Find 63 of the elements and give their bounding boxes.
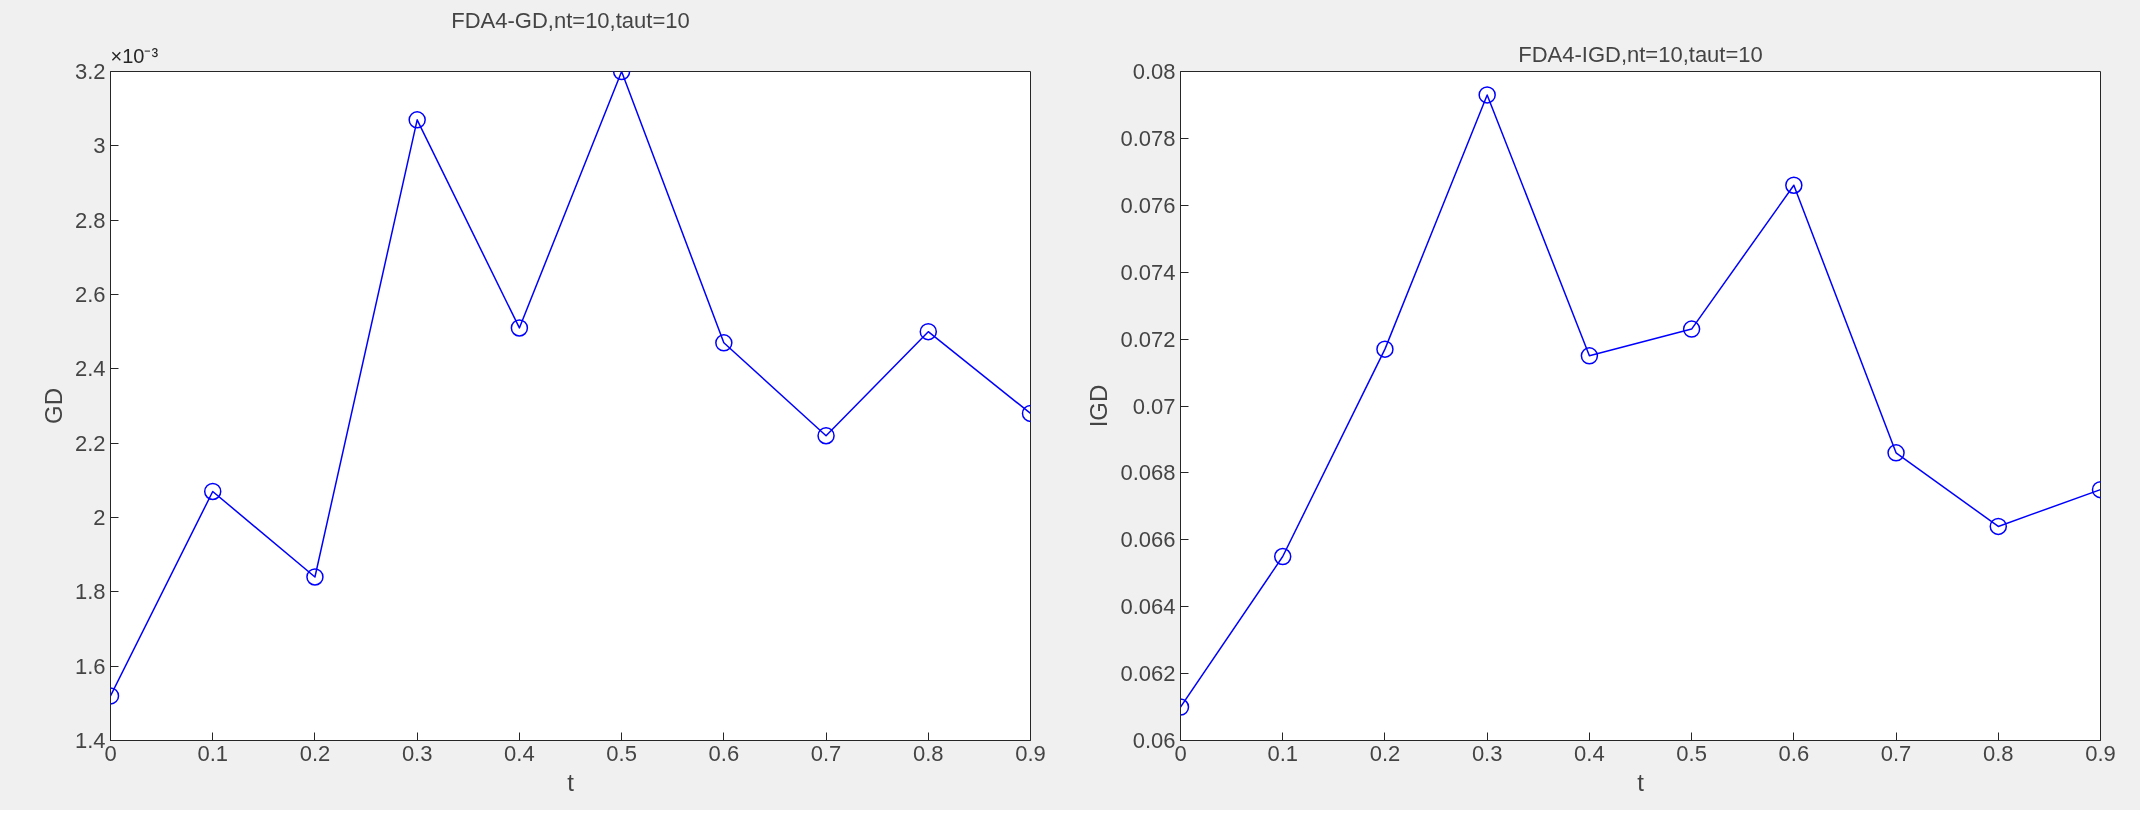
x-tick-label: 0.4 bbox=[504, 740, 535, 766]
x-tick-label: 0.7 bbox=[810, 740, 842, 766]
y-tick-label: 0.06 bbox=[1132, 728, 1176, 753]
y-tick-label: 0.074 bbox=[1120, 259, 1176, 285]
x-tick-label: 0.8 bbox=[912, 740, 944, 766]
y-tick-label: 0.07 bbox=[1132, 393, 1176, 419]
x-tick-label: 0 bbox=[104, 740, 117, 766]
point bbox=[306, 568, 324, 586]
x-tick-label: 0.9 bbox=[2085, 740, 2116, 766]
point bbox=[817, 427, 835, 445]
chart-title: FDA4-IGD,nt=10,taut=10 bbox=[1518, 41, 1763, 67]
x-axis-title: t bbox=[1637, 768, 1645, 796]
y-axis-title: IGD bbox=[1085, 384, 1113, 428]
y-tick-label: 0.076 bbox=[1120, 192, 1176, 218]
text: ×10⁻³ bbox=[110, 44, 159, 67]
x-axis-title: t bbox=[567, 768, 575, 796]
chart-title: FDA4-GD,nt=10,taut=10 bbox=[451, 7, 690, 33]
point bbox=[203, 482, 222, 501]
y-tick-label: 1.8 bbox=[74, 579, 106, 605]
x-tick-label: 0.8 bbox=[1982, 740, 2014, 766]
x-tick-label: 0.9 bbox=[1015, 740, 1046, 766]
point bbox=[1682, 320, 1701, 338]
y-tick-label: 0.066 bbox=[1120, 527, 1176, 553]
y-tick-label: 2.6 bbox=[74, 282, 106, 307]
x-tick-label: 0 bbox=[1174, 740, 1187, 766]
x-tick-label: 0.1 bbox=[1267, 740, 1299, 766]
point bbox=[1989, 517, 2008, 536]
point bbox=[715, 334, 733, 352]
y-tick-label: 1.4 bbox=[74, 728, 106, 753]
x-tick-label: 0.4 bbox=[1574, 740, 1605, 766]
x-tick-label: 0.3 bbox=[1471, 740, 1503, 766]
y-tick-label: 0.064 bbox=[1120, 594, 1176, 620]
y-tick-label: 0.08 bbox=[1132, 59, 1176, 84]
x-tick-label: 0.2 bbox=[299, 740, 331, 766]
x-tick-label: 0.5 bbox=[1676, 740, 1707, 766]
y-tick-label: 0.062 bbox=[1120, 661, 1176, 687]
y-tick-label: 3.2 bbox=[74, 59, 106, 84]
point bbox=[1887, 444, 1905, 462]
x-tick-label: 0.1 bbox=[197, 740, 229, 766]
y-tick-label: 0.078 bbox=[1120, 125, 1176, 151]
x-tick-label: 0.7 bbox=[1880, 740, 1912, 766]
x-tick-label: 0.5 bbox=[606, 740, 637, 766]
point bbox=[408, 111, 426, 129]
y-tick-label: 2.2 bbox=[74, 430, 106, 456]
point bbox=[1478, 86, 1496, 104]
y-tick-label: 1.6 bbox=[74, 653, 106, 679]
y-tick-label: 3 bbox=[93, 133, 106, 159]
x-tick-label: 0.3 bbox=[401, 740, 433, 766]
point bbox=[1580, 347, 1599, 365]
y-axis-title: GD bbox=[39, 388, 67, 424]
point bbox=[1273, 547, 1292, 566]
point bbox=[510, 319, 529, 337]
point bbox=[1376, 340, 1394, 358]
point bbox=[1785, 176, 1803, 194]
x-tick-label: 0.2 bbox=[1369, 740, 1401, 766]
x-tick-label: 0.6 bbox=[708, 740, 740, 766]
y-tick-label: 0.072 bbox=[1120, 326, 1176, 352]
x-tick-label: 0.6 bbox=[1778, 740, 1810, 766]
y-tick-label: 0.068 bbox=[1120, 460, 1176, 486]
y-tick-label: 2 bbox=[93, 505, 106, 530]
y-tick-label: 2.8 bbox=[74, 207, 106, 233]
point bbox=[919, 322, 938, 341]
y-tick-label: 2.4 bbox=[74, 356, 106, 382]
